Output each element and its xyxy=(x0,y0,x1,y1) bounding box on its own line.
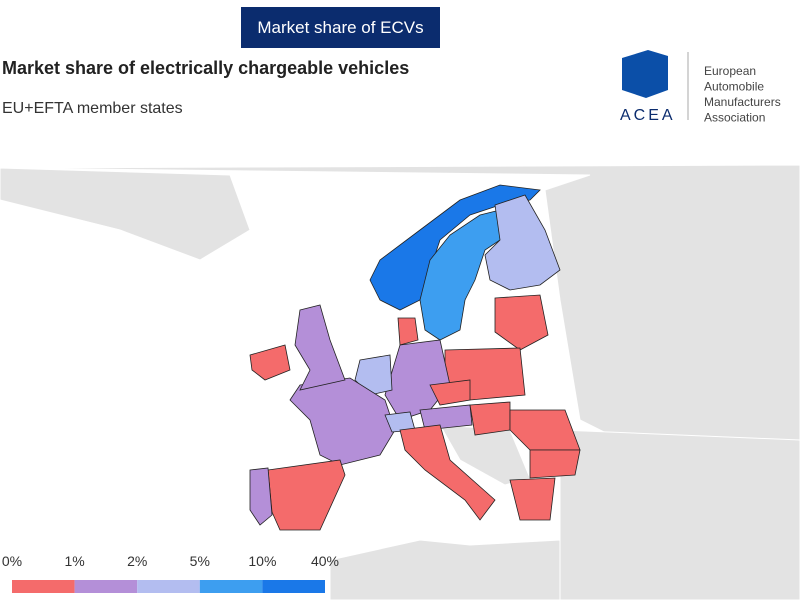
logo-acronym: ACEA xyxy=(620,107,676,124)
logo: ACEA xyxy=(620,50,689,124)
tab[interactable]: Market share of ECVs xyxy=(241,7,440,48)
legend-segment xyxy=(262,580,325,593)
legend-tick-label: 1% xyxy=(64,553,84,569)
legend-tick-label: 2% xyxy=(127,553,147,569)
logo-text: Association xyxy=(704,111,765,125)
logo-text: Automobile xyxy=(704,80,764,94)
legend-segment xyxy=(12,580,75,593)
legend-tick-label: 40% xyxy=(311,553,339,569)
title: Market share of electrically chargeable … xyxy=(2,58,410,78)
legend-tick-label: 0% xyxy=(2,553,22,569)
legend-tick-label: 5% xyxy=(190,553,210,569)
background-land xyxy=(0,164,800,600)
logo-text: Manufacturers xyxy=(704,95,781,109)
countries xyxy=(249,184,581,531)
legend-tick-label: 10% xyxy=(248,553,276,569)
legend-segment xyxy=(199,580,263,593)
legend-segment xyxy=(137,580,200,593)
legend-segment xyxy=(74,580,138,593)
subtitle: EU+EFTA member states xyxy=(2,100,183,117)
logo-text: European xyxy=(704,64,756,78)
logo-mark xyxy=(622,50,668,98)
